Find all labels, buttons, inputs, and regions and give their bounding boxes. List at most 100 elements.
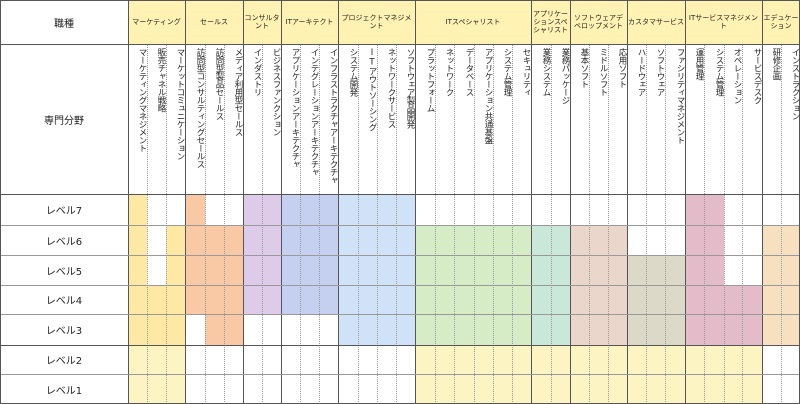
specialty-label: マーケットコミュニケーション [175, 48, 185, 160]
specialty-label: 訪問型製品セールス [214, 48, 224, 120]
level-row-header: レベル6 [0, 225, 128, 255]
category-divider [243, 0, 244, 404]
level-cell [435, 374, 454, 404]
specialty-header: アプリケーション共通基盤 [474, 44, 493, 194]
level-cell [319, 225, 338, 255]
specialty-header: ビジネスファンクション [262, 44, 281, 194]
field-header: 専門分野 [0, 44, 128, 194]
specialty-label: オペレーション [732, 48, 742, 104]
specialty-header: 業務パッケージ [551, 44, 570, 194]
level-cell [608, 285, 627, 314]
category-header: エデュケーション [762, 0, 800, 44]
level-cell [474, 285, 493, 314]
level-cell [396, 194, 415, 225]
level-cell [742, 285, 762, 314]
level-cell [685, 255, 704, 285]
category-divider [531, 0, 532, 404]
level-cell [415, 374, 435, 404]
specialty-header: マーケティングマネジメント [128, 44, 147, 194]
category-header: ソフトウェアデベロップメント [570, 0, 627, 44]
specialty-label: インフラストラクチャアーキテクチャ [328, 48, 338, 184]
level-cell [166, 314, 185, 345]
level-row-header: レベル3 [0, 314, 128, 345]
level-cell [435, 285, 454, 314]
specialty-header: 基本ソフト [570, 44, 589, 194]
column-divider [551, 44, 552, 404]
level-cell [435, 345, 454, 374]
level-cell [262, 255, 281, 285]
level-cell [243, 255, 262, 285]
row-divider [0, 374, 800, 375]
category-divider [281, 0, 282, 404]
level-cell [454, 345, 474, 374]
level-cell [377, 314, 396, 345]
level-cell [493, 374, 512, 404]
level-cell [724, 314, 742, 345]
level-cell [338, 225, 358, 255]
specialty-label: データベース [464, 48, 474, 96]
level-cell [608, 345, 627, 374]
category-header: カスタマサービス [627, 0, 685, 44]
level-cell [570, 225, 589, 255]
specialty-header: データベース [454, 44, 474, 194]
level-row-header: レベル4 [0, 285, 128, 314]
level-cell [627, 255, 646, 285]
level-cell [415, 285, 435, 314]
level-cell [205, 255, 224, 285]
level-cell [338, 194, 358, 225]
category-header: プロジェクトマネジメント [338, 0, 415, 44]
level-cell [512, 285, 531, 314]
specialty-label: セキュリティ [521, 48, 531, 96]
level-cell [128, 314, 147, 345]
level-cell [415, 345, 435, 374]
level-cell [512, 345, 531, 374]
specialty-header: ミドルソフト [589, 44, 608, 194]
category-divider [338, 0, 339, 404]
level-cell [493, 255, 512, 285]
level-cell [474, 255, 493, 285]
specialty-label: 業務パッケージ [560, 48, 570, 104]
column-divider [262, 44, 263, 404]
level-cell [570, 374, 589, 404]
specialty-label: 応用ソフト [617, 48, 627, 88]
specialty-header: オペレーション [724, 44, 742, 194]
level-cell [551, 314, 570, 345]
level-cell [724, 285, 742, 314]
category-header: ITサービスマネジメント [685, 0, 762, 44]
category-label: ITアーキテクト [285, 18, 334, 26]
level-cell [224, 255, 243, 285]
level-cell [704, 194, 724, 225]
level-cell [665, 345, 685, 374]
category-header: ITアーキテクト [281, 0, 338, 44]
level-cell [551, 285, 570, 314]
specialty-header: ITアウトソーシング [358, 44, 377, 194]
specialty-header: 訪問型製品セールス [205, 44, 224, 194]
specialty-header: 運用管理 [685, 44, 704, 194]
level-cell [570, 255, 589, 285]
level-cell [762, 225, 781, 255]
category-divider [570, 0, 571, 404]
level-cell [589, 374, 608, 404]
level-cell [704, 285, 724, 314]
level-cell [512, 374, 531, 404]
specialty-label: ネットワークサービス [386, 48, 396, 128]
column-divider [358, 44, 359, 404]
level-row-header: レベル7 [0, 194, 128, 225]
column-divider [300, 44, 301, 404]
category-label: コンサルタント [244, 14, 280, 30]
specialty-header: システム開発 [338, 44, 358, 194]
level-cell [531, 374, 551, 404]
level-cell [454, 285, 474, 314]
level-cell [781, 255, 800, 285]
level-cell [358, 314, 377, 345]
level-cell [377, 194, 396, 225]
field-label: 専門分野 [44, 115, 84, 127]
level-cell [300, 194, 319, 225]
specialty-header: 応用ソフト [608, 44, 627, 194]
level-cell [435, 314, 454, 345]
level-cell [551, 374, 570, 404]
specialty-header: メディア利用型セールス [224, 44, 243, 194]
level-cell [128, 345, 147, 374]
category-header: マーケティング [128, 0, 185, 44]
level-cell [742, 314, 762, 345]
